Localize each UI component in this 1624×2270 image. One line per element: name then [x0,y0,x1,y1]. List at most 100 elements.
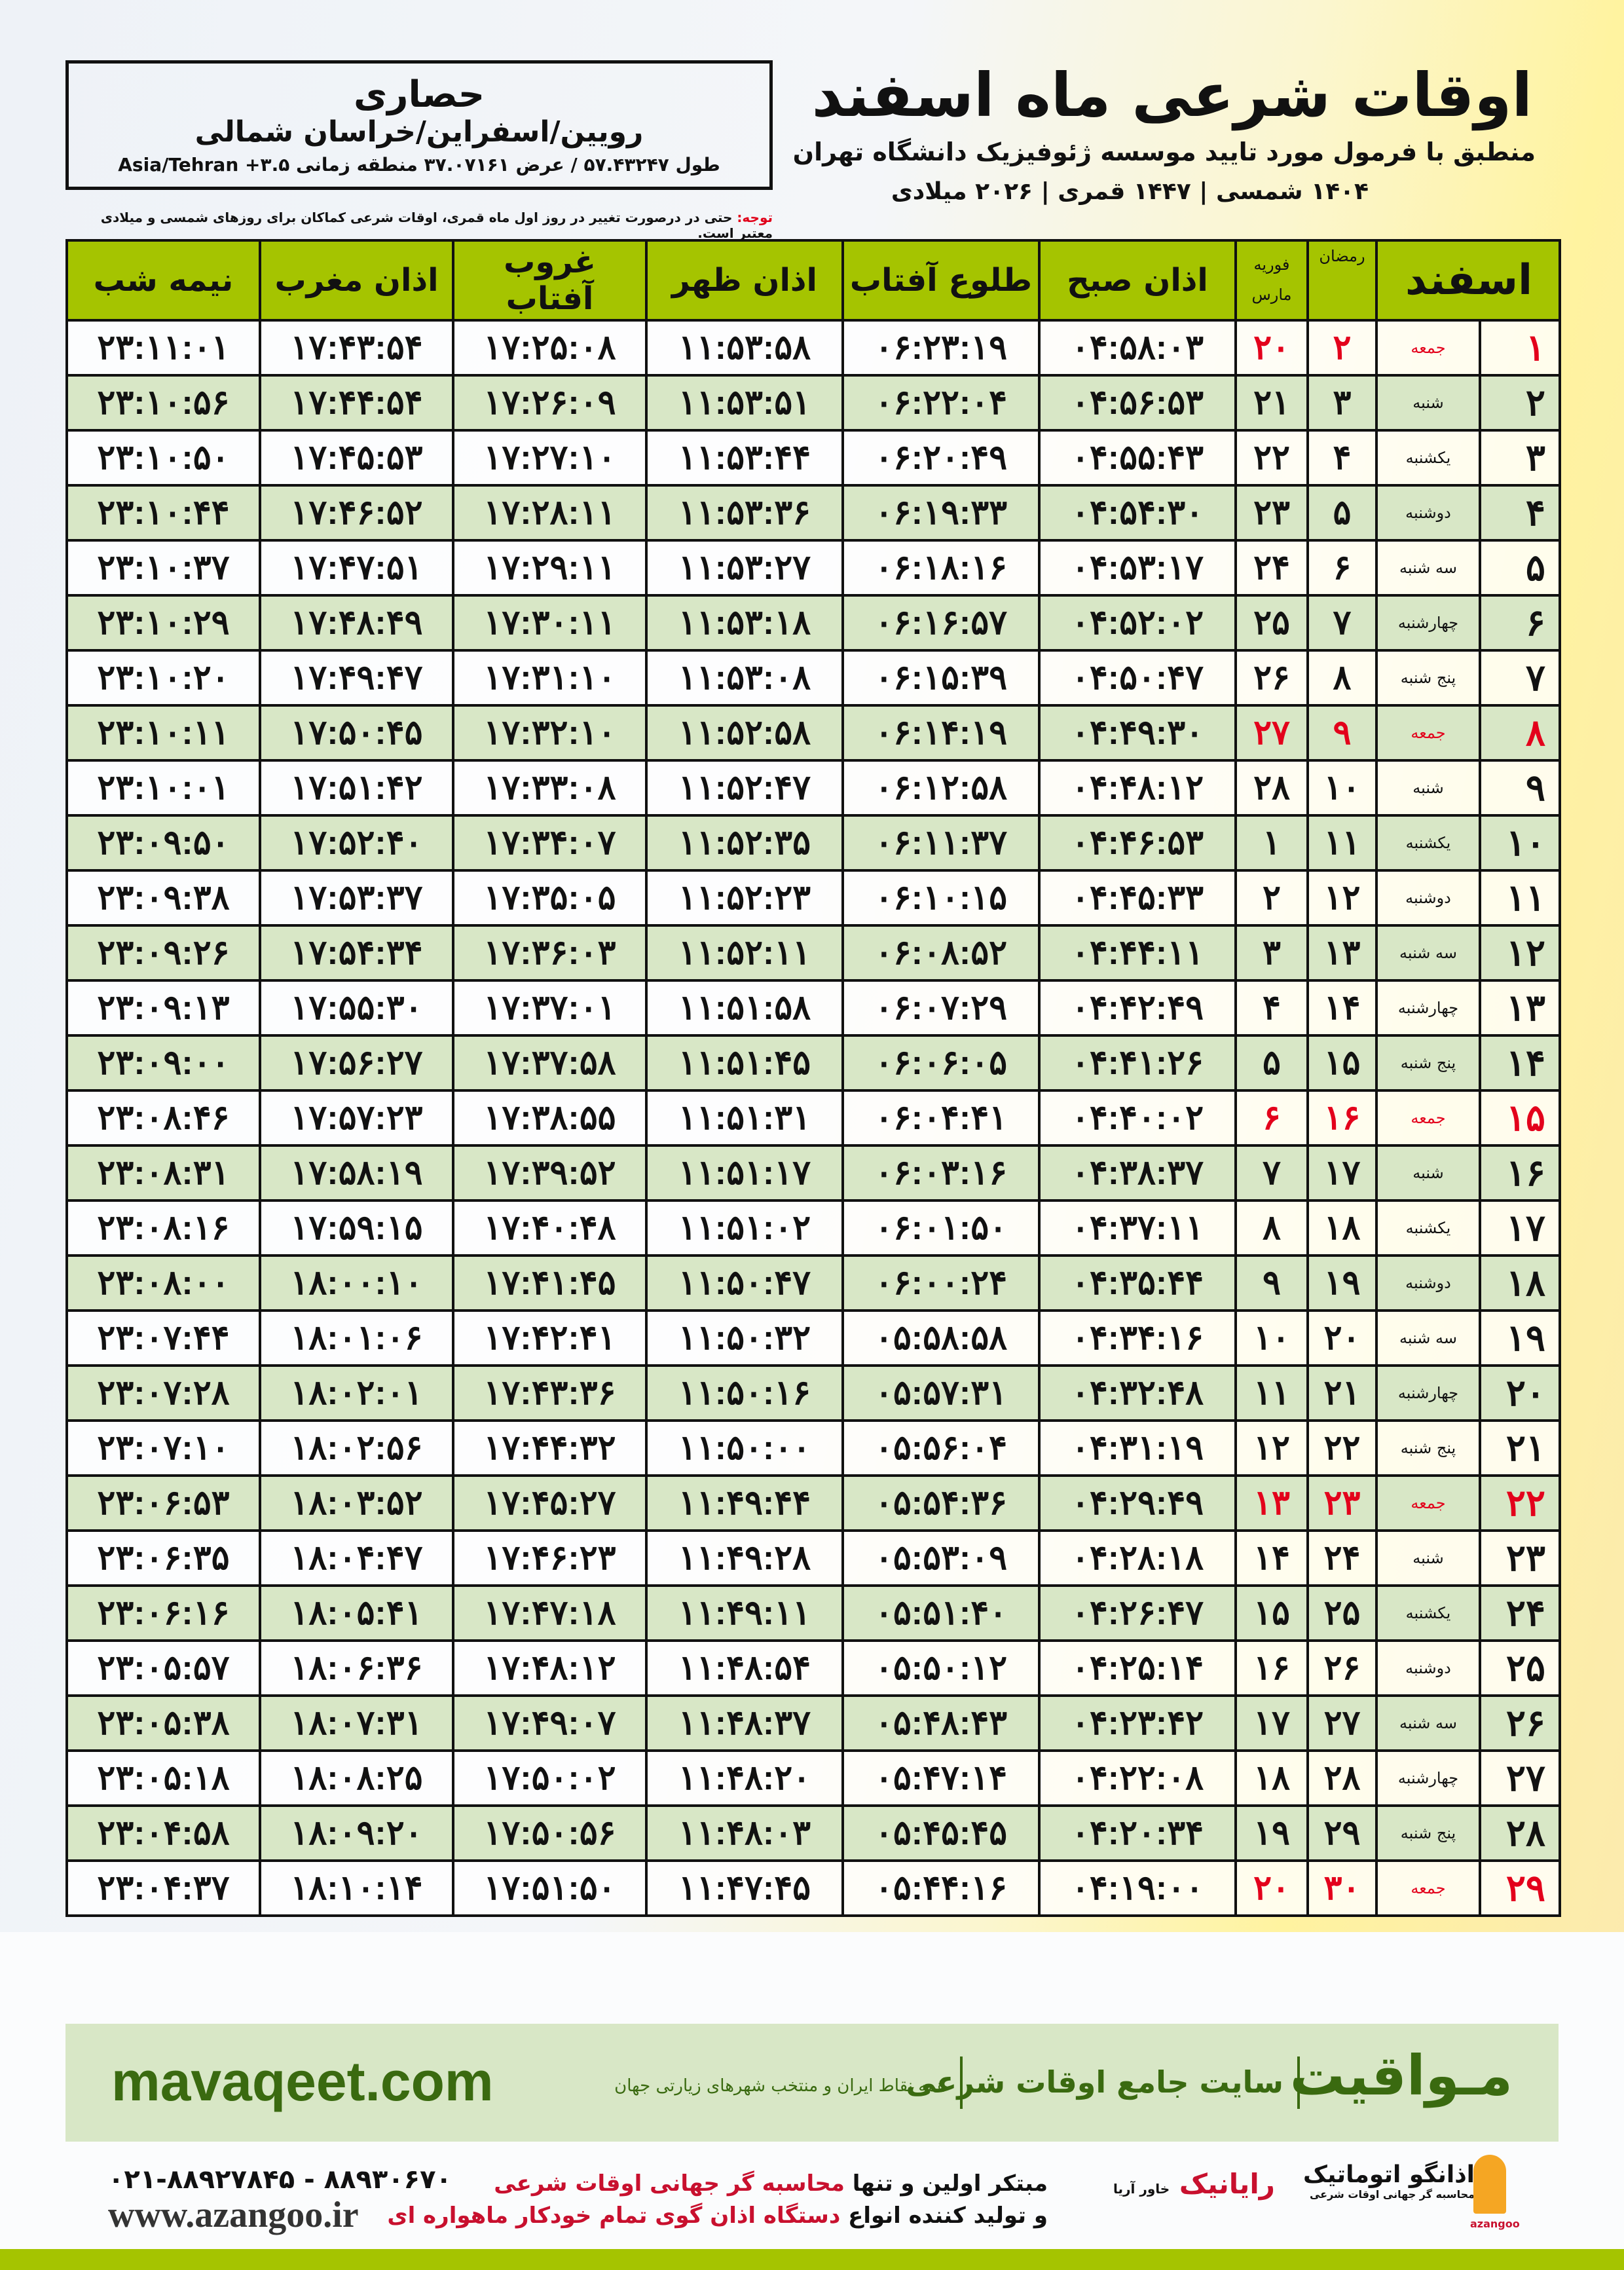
day-number: ۲۷ [1479,1749,1561,1807]
table-row: ۱۲ سه شنبه ۱۳ ۳ ۰۴:۴۴:۱۱ ۰۶:۰۸:۵۲ ۱۱:۵۲:۱۱ ۱۷:۳… [65,924,1561,982]
gregorian-day: ۵ [1234,1034,1309,1092]
sunrise-time: ۰۵:۴۵:۴۵ [841,1804,1041,1862]
table-row: ۱۸ دوشنبه ۱۹ ۹ ۰۴:۳۵:۴۴ ۰۶:۰۰:۲۴ ۱۱:۵۰:۴۷ ۱۷:۴۱… [65,1254,1561,1312]
ramadan-day: ۹ [1306,704,1378,762]
rayanik-logo-text: رایانیک [1179,2168,1275,2200]
dhuhr-time: ۱۱:۵۰:۰۰ [645,1419,844,1477]
sunset-time: ۱۷:۳۹:۵۲ [452,1144,648,1202]
gregorian-day: ۶ [1234,1089,1309,1147]
maghrib-time: ۱۷:۵۷:۲۳ [259,1089,454,1147]
dhuhr-time: ۱۱:۵۲:۱۱ [645,924,844,982]
maghrib-time: ۱۸:۰۷:۳۱ [259,1694,454,1752]
maghrib-time: ۱۷:۵۵:۳۰ [259,979,454,1037]
azangoo-logo-text: اذانگو اتوماتیک [1303,2161,1475,2188]
banner-slogan: سایت جامع اوقات شرعی [906,2064,1283,2100]
dhuhr-time: ۱۱:۵۲:۴۷ [645,759,844,817]
weekday: پنج شنبه [1375,1419,1481,1477]
header-midnight: نیمه شب [65,239,261,322]
maghrib-time: ۱۷:۵۲:۴۰ [259,814,454,872]
maghrib-time: ۱۸:۰۹:۲۰ [259,1804,454,1862]
weekday: جمعه [1375,1474,1481,1532]
banner-site[interactable]: mavaqeet.com [111,2051,494,2112]
day-number: ۱۴ [1479,1034,1561,1092]
mosque-dome-icon [1473,2155,1506,2214]
weekday: یکشنبه [1375,429,1481,487]
dhuhr-time: ۱۱:۵۲:۲۳ [645,869,844,927]
dhuhr-time: ۱۱:۴۸:۰۳ [645,1804,844,1862]
table-row: ۲۳ شنبه ۲۴ ۱۴ ۰۴:۲۸:۱۸ ۰۵:۵۳:۰۹ ۱۱:۴۹:۲۸ ۱۷:۴۶:… [65,1529,1561,1587]
weekday: شنبه [1375,374,1481,432]
table-row: ۲۱ پنج شنبه ۲۲ ۱۲ ۰۴:۳۱:۱۹ ۰۵:۵۶:۰۴ ۱۱:۵۰:۰۰ ۱۷… [65,1419,1561,1477]
table-row: ۱۳ چهارشنبه ۱۴ ۴ ۰۴:۴۲:۴۹ ۰۶:۰۷:۲۹ ۱۱:۵۱:۵۸ ۱۷:… [65,979,1561,1037]
day-number: ۴ [1479,484,1561,542]
sunrise-time: ۰۶:۰۴:۴۱ [841,1089,1041,1147]
sunset-time: ۱۷:۴۶:۲۳ [452,1529,648,1587]
table-row: ۷ پنج شنبه ۸ ۲۶ ۰۴:۵۰:۴۷ ۰۶:۱۵:۳۹ ۱۱:۵۳:۰۸ ۱۷:۳… [65,649,1561,707]
year-info: ۱۴۰۴ شمسی | ۱۴۴۷ قمری | ۲۰۲۶ میلادی [891,178,1369,205]
maghrib-time: ۱۸:۰۳:۵۲ [259,1474,454,1532]
table-row: ۵ سه شنبه ۶ ۲۴ ۰۴:۵۳:۱۷ ۰۶:۱۸:۱۶ ۱۱:۵۳:۲۷ ۱۷:۲۹… [65,539,1561,597]
gregorian-day: ۱ [1234,814,1309,872]
dhuhr-time: ۱۱:۵۱:۱۷ [645,1144,844,1202]
sunset-time: ۱۷:۳۵:۰۵ [452,869,648,927]
fajr-time: ۰۴:۳۱:۱۹ [1038,1419,1237,1477]
midnight-time: ۲۳:۱۰:۴۴ [65,484,261,542]
sunset-time: ۱۷:۳۸:۵۵ [452,1089,648,1147]
fajr-time: ۰۴:۱۹:۰۰ [1038,1859,1237,1917]
ramadan-day: ۱۳ [1306,924,1378,982]
midnight-time: ۲۳:۰۷:۲۸ [65,1364,261,1422]
gregorian-day: ۴ [1234,979,1309,1037]
midnight-time: ۲۳:۱۰:۲۰ [65,649,261,707]
maghrib-time: ۱۷:۴۵:۵۳ [259,429,454,487]
sunset-time: ۱۷:۵۰:۰۲ [452,1749,648,1807]
day-number: ۲۴ [1479,1584,1561,1642]
sunrise-time: ۰۶:۱۴:۱۹ [841,704,1041,762]
sunrise-time: ۰۶:۱۵:۳۹ [841,649,1041,707]
sunrise-time: ۰۵:۵۶:۰۴ [841,1419,1041,1477]
gregorian-day: ۲۳ [1234,484,1309,542]
dhuhr-time: ۱۱:۵۰:۴۷ [645,1254,844,1312]
maghrib-time: ۱۷:۵۶:۲۷ [259,1034,454,1092]
maghrib-time: ۱۷:۴۹:۴۷ [259,649,454,707]
dhuhr-time: ۱۱:۵۳:۱۸ [645,594,844,652]
gregorian-day: ۲۷ [1234,704,1309,762]
maghrib-time: ۱۸:۰۱:۰۶ [259,1309,454,1367]
sunset-time: ۱۷:۲۵:۰۸ [452,319,648,377]
dhuhr-time: ۱۱:۵۰:۱۶ [645,1364,844,1422]
table-row: ۱۷ یکشنبه ۱۸ ۸ ۰۴:۳۷:۱۱ ۰۶:۰۱:۵۰ ۱۱:۵۱:۰۲ ۱۷:۴۰… [65,1199,1561,1257]
sunset-time: ۱۷:۴۵:۲۷ [452,1474,648,1532]
midnight-time: ۲۳:۰۸:۳۱ [65,1144,261,1202]
midnight-time: ۲۳:۰۹:۳۸ [65,869,261,927]
day-number: ۱۹ [1479,1309,1561,1367]
gregorian-day: ۲ [1234,869,1309,927]
weekday: چهارشنبه [1375,979,1481,1037]
dhuhr-time: ۱۱:۴۹:۲۸ [645,1529,844,1587]
weekday: جمعه [1375,1089,1481,1147]
gregorian-day: ۱۲ [1234,1419,1309,1477]
gregorian-day: ۳ [1234,924,1309,982]
dhuhr-time: ۱۱:۴۸:۲۰ [645,1749,844,1807]
footer-website[interactable]: www.azangoo.ir [108,2195,359,2235]
sunrise-time: ۰۶:۲۳:۱۹ [841,319,1041,377]
azangoo-logo-en: azangoo [1470,2218,1520,2230]
weekday: جمعه [1375,319,1481,377]
location-coords: طول ۵۷.۴۳۲۴۷ / عرض ۳۷.۰۷۱۶۱ منطقه زمانی … [118,153,720,176]
dhuhr-time: ۱۱:۵۲:۵۸ [645,704,844,762]
fajr-time: ۰۴:۲۰:۳۴ [1038,1804,1237,1862]
ramadan-day: ۲۹ [1306,1804,1378,1862]
header-maghrib: اذان مغرب [259,239,454,322]
gregorian-day: ۲۸ [1234,759,1309,817]
day-number: ۱۵ [1479,1089,1561,1147]
header-march: مارس [1251,286,1292,304]
sunrise-time: ۰۶:۰۱:۵۰ [841,1199,1041,1257]
sunset-time: ۱۷:۴۷:۱۸ [452,1584,648,1642]
sunrise-time: ۰۶:۰۶:۰۵ [841,1034,1041,1092]
day-number: ۱۱ [1479,869,1561,927]
gregorian-day: ۸ [1234,1199,1309,1257]
midnight-time: ۲۳:۱۰:۵۶ [65,374,261,432]
dhuhr-time: ۱۱:۵۳:۳۶ [645,484,844,542]
maghrib-time: ۱۷:۵۰:۴۵ [259,704,454,762]
fajr-time: ۰۴:۴۴:۱۱ [1038,924,1237,982]
sunrise-time: ۰۶:۱۲:۵۸ [841,759,1041,817]
header-sunset: غروب آفتاب [452,239,648,322]
